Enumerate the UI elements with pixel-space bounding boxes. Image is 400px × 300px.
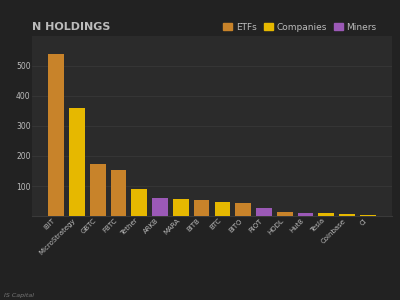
Bar — [235, 203, 251, 216]
Bar — [256, 208, 272, 216]
Bar — [90, 164, 106, 216]
Text: N HOLDINGS: N HOLDINGS — [32, 22, 110, 32]
Bar — [277, 212, 292, 216]
Bar — [152, 198, 168, 216]
Bar — [298, 213, 313, 216]
Bar — [339, 214, 355, 216]
Bar — [214, 202, 230, 216]
Bar — [48, 54, 64, 216]
Bar — [360, 214, 376, 216]
Bar — [173, 199, 189, 216]
Legend: ETFs, Companies, Miners: ETFs, Companies, Miners — [220, 19, 380, 35]
Bar — [318, 213, 334, 216]
Bar — [111, 169, 126, 216]
Bar — [69, 108, 85, 216]
Bar — [132, 189, 147, 216]
Text: IS Capital: IS Capital — [4, 293, 34, 298]
Bar — [194, 200, 210, 216]
